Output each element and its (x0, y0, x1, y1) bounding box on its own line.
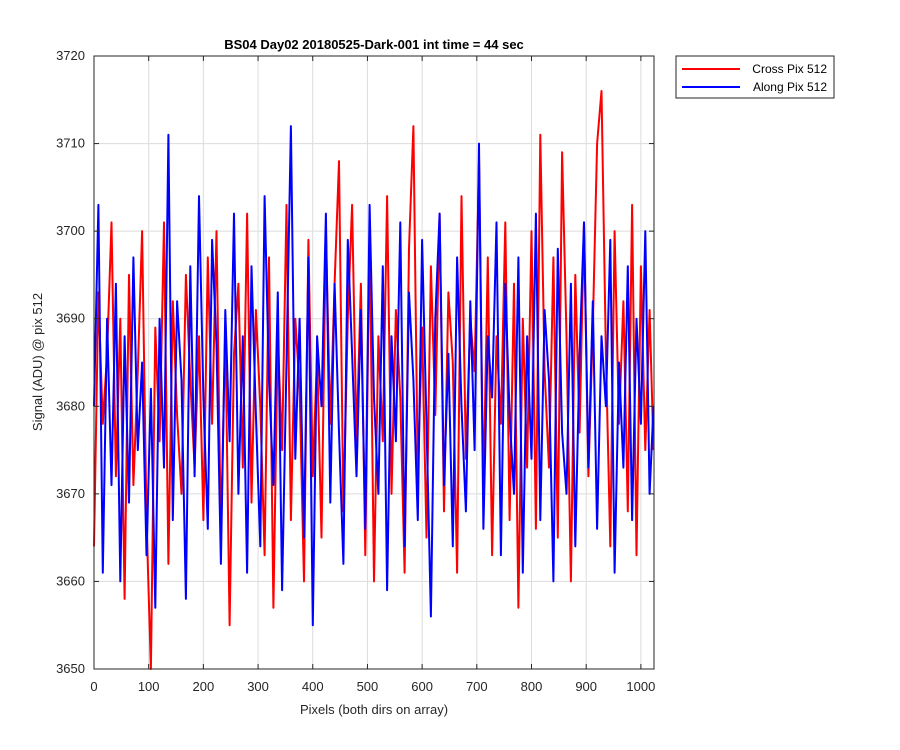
legend-box (675, 55, 835, 99)
y-tick-label: 3660 (56, 573, 85, 588)
x-tick-label: 100 (138, 679, 160, 694)
axis-ticks: 0 100 200 300 400 500 600 700 800 900 1000 3650 3660… (56, 48, 655, 694)
x-tick-label: 800 (521, 679, 543, 694)
x-tick-label: 700 (466, 679, 488, 694)
y-tick-label: 3680 (56, 398, 85, 413)
y-tick-label: 3710 (56, 136, 85, 151)
x-tick-label: 1000 (626, 679, 655, 694)
y-axis-label: Signal (ADU) @ pix 512 (30, 293, 45, 431)
legend-label-along: Along Pix 512 (753, 80, 827, 94)
plot-frame (93, 55, 655, 670)
y-tick-label: 3690 (56, 311, 85, 326)
x-tick-label: 400 (302, 679, 324, 694)
legend-label-cross: Cross Pix 512 (752, 62, 827, 76)
x-tick-label: 300 (247, 679, 269, 694)
y-tick-label: 3670 (56, 486, 85, 501)
y-tick-label: 3720 (56, 48, 85, 63)
chart-title: BS04 Day02 20180525-Dark-001 int time = … (224, 37, 524, 52)
x-tick-label: 0 (90, 679, 97, 694)
x-tick-label: 900 (575, 679, 597, 694)
legend: Cross Pix 512 Along Pix 512 (675, 55, 835, 99)
y-tick-label: 3650 (56, 661, 85, 676)
series-line-along-pix (93, 125, 655, 627)
x-tick-label: 600 (411, 679, 433, 694)
series-lines (93, 90, 655, 670)
x-tick-label: 500 (357, 679, 379, 694)
series-line-cross-pix (93, 90, 655, 670)
x-axis-label: Pixels (both dirs on array) (300, 702, 448, 717)
x-tick-label: 200 (193, 679, 215, 694)
y-tick-label: 3700 (56, 223, 85, 238)
